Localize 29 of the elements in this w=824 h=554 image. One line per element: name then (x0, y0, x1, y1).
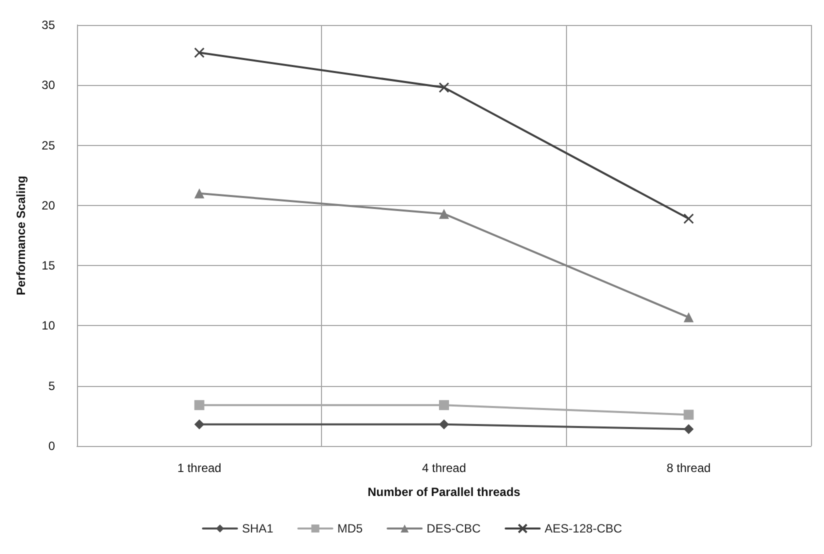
y-tick-label: 0 (48, 439, 56, 453)
legend-label: DES-CBC (426, 522, 481, 536)
x-tick-label: 8 thread (666, 461, 711, 475)
x-tick-label: 1 thread (177, 461, 222, 475)
legend-label: AES-128-CBC (544, 522, 622, 536)
y-tick-label: 15 (42, 258, 56, 273)
y-tick-label: 5 (48, 378, 56, 393)
y-tick-label: 10 (42, 318, 56, 333)
y-tick-label: 25 (42, 138, 56, 152)
x-tick-label: 4 thread (422, 461, 466, 475)
point (683, 213, 694, 224)
legend-label: MD5 (337, 522, 363, 536)
point (194, 400, 204, 410)
point (684, 424, 694, 434)
y-tick-label: 30 (42, 78, 56, 92)
legend-label: SHA1 (242, 522, 274, 536)
y-axis-title: Performance Scaling (14, 176, 28, 296)
point (194, 188, 204, 198)
point (439, 419, 449, 430)
point (439, 208, 449, 219)
point (684, 312, 694, 322)
point (439, 400, 449, 410)
y-tick-label: 35 (42, 18, 56, 32)
point (438, 82, 450, 93)
point (194, 419, 204, 430)
y-tick-label: 20 (42, 198, 56, 212)
point (684, 410, 694, 420)
point (194, 47, 205, 58)
x-axis-title: Number of Parallel threads (368, 485, 521, 499)
